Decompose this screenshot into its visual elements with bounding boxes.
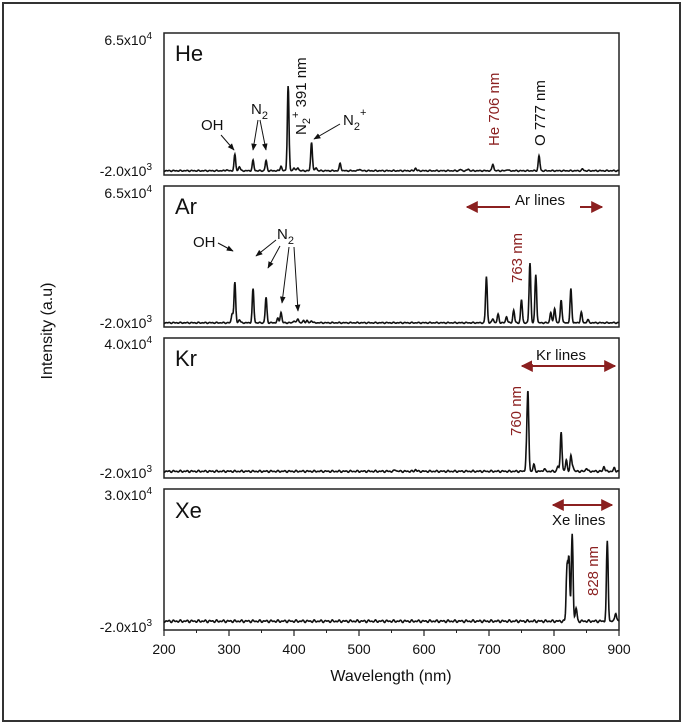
ar-lines-annotation: Ar lines <box>515 192 565 209</box>
kr-ytop-label: 4.0x104 <box>104 335 152 352</box>
x-tick-label: 300 <box>217 641 241 657</box>
x-tick-label: 200 <box>152 641 176 657</box>
kr-panel-label: Kr <box>175 346 197 371</box>
he-ytop-label: 6.5x104 <box>104 31 152 48</box>
he-n2plus-391-annotation: N2+ 391 nm <box>290 57 313 135</box>
kr-lines-annotation: Kr lines <box>536 347 586 364</box>
y-axis-title: Intensity (a.u) <box>39 283 56 380</box>
he-spectrum-trace <box>163 85 620 173</box>
he-777-annotation: O 777 nm <box>532 80 549 146</box>
he-n2-arrow-b <box>259 119 268 151</box>
panel-xe-frame <box>163 488 620 631</box>
xe-panel-label: Xe <box>175 498 202 523</box>
x-tick-label: 600 <box>412 641 436 657</box>
he-706-annotation: He 706 nm <box>486 73 503 146</box>
kr-ybottom-label: -2.0x103 <box>100 464 153 481</box>
ar-oh-annotation: OH <box>193 234 216 251</box>
ar-763-annotation: 763 nm <box>509 233 526 283</box>
ar-spectrum-trace <box>163 263 620 325</box>
x-tick-label: 800 <box>542 641 566 657</box>
kr-spectrum-trace <box>163 390 620 474</box>
he-ybottom-label: -2.0x103 <box>100 162 153 179</box>
xe-ytop-label: 3.0x104 <box>104 486 152 503</box>
he-n2plus-arrow <box>313 123 341 140</box>
panel-he-frame <box>163 32 620 176</box>
panel-kr-frame <box>163 337 620 479</box>
xe-ybottom-label: -2.0x103 <box>100 618 153 635</box>
panel-ar-frame <box>163 185 620 328</box>
he-n2-annotation: N2 <box>251 101 268 122</box>
xe-lines-annotation: Xe lines <box>552 512 605 529</box>
kr-760-annotation: 760 nm <box>508 386 525 436</box>
he-n2plus-annotation: N2+ <box>343 107 366 133</box>
x-axis-title: Wavelength (nm) <box>330 668 451 685</box>
ar-oh-arrow <box>217 242 234 252</box>
he-oh-annotation: OH <box>201 117 224 134</box>
ar-n2-annotation: N2 <box>277 226 294 247</box>
x-axis-ticks: 200 300 400 500 600 700 800 900 <box>152 630 631 657</box>
ar-n2-arrow-d <box>293 246 301 312</box>
ar-n2-arrow-c <box>280 246 290 304</box>
ar-ytop-label: 6.5x104 <box>104 184 152 201</box>
ar-lines-label-bg <box>510 191 580 209</box>
ar-n2-arrow-a <box>255 239 277 257</box>
xe-828-annotation: 828 nm <box>585 546 602 596</box>
ar-panel-label: Ar <box>175 194 197 219</box>
kr-lines-label-bg <box>532 346 602 364</box>
x-tick-label: 500 <box>347 641 371 657</box>
he-oh-arrow <box>220 134 235 151</box>
ar-n2-arrow-b <box>267 245 281 269</box>
x-tick-label: 400 <box>282 641 306 657</box>
ar-ybottom-label: -2.0x103 <box>100 314 153 331</box>
he-n2-arrow-a <box>251 119 259 151</box>
x-tick-label: 700 <box>477 641 501 657</box>
x-tick-label: 900 <box>607 641 631 657</box>
he-panel-label: He <box>175 41 203 66</box>
xe-spectrum-trace <box>163 533 620 624</box>
